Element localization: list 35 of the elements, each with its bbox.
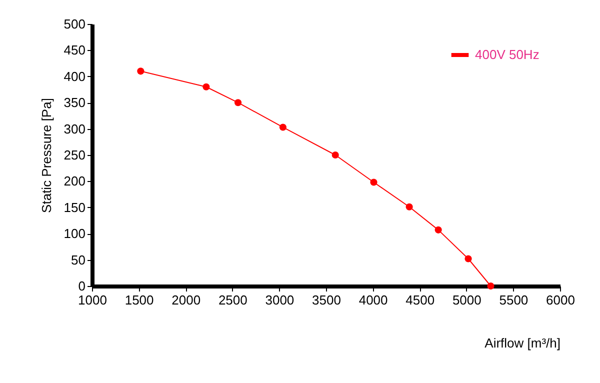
y-axis-title: Static Pressure [Pa]	[38, 98, 54, 213]
legend-label: 400V 50Hz	[475, 47, 540, 62]
x-tick-label: 5000	[452, 292, 482, 308]
y-tick-label: 450	[64, 42, 86, 58]
x-tick-label: 5500	[499, 292, 528, 308]
y-tick-label: 200	[64, 174, 86, 189]
y-tick-label: 500	[64, 16, 86, 32]
x-tick-label: 1000	[78, 292, 107, 308]
point	[434, 226, 442, 234]
x-tick-label: 4000	[358, 292, 388, 308]
y-tick-label: 250	[64, 148, 86, 162]
point	[279, 124, 286, 131]
y-tick-label: 150	[64, 200, 86, 215]
y-tick-label: 100	[64, 226, 86, 242]
y-tick-label: 400	[64, 68, 86, 84]
point	[406, 203, 413, 210]
point	[202, 83, 210, 90]
y-tick-label: 350	[64, 95, 86, 110]
y-tick-label: 300	[64, 121, 86, 136]
x-axis-title: Airflow [m³/h]	[484, 336, 560, 350]
y-tick-label: 0	[78, 278, 86, 294]
point	[370, 178, 378, 186]
point	[137, 68, 144, 75]
point	[332, 151, 339, 159]
point	[487, 282, 494, 290]
y-tick-label: 50	[71, 252, 86, 268]
x-tick-label: 4500	[406, 292, 435, 308]
x-tick-label: 1500	[124, 292, 154, 308]
x-tick-label: 3000	[265, 292, 294, 308]
x-tick-label: 6000	[546, 292, 575, 308]
x-tick-label: 2000	[172, 292, 201, 308]
point	[464, 255, 472, 262]
point	[234, 99, 242, 106]
x-tick-label: 3500	[312, 292, 341, 308]
x-tick-label: 2500	[218, 292, 248, 308]
